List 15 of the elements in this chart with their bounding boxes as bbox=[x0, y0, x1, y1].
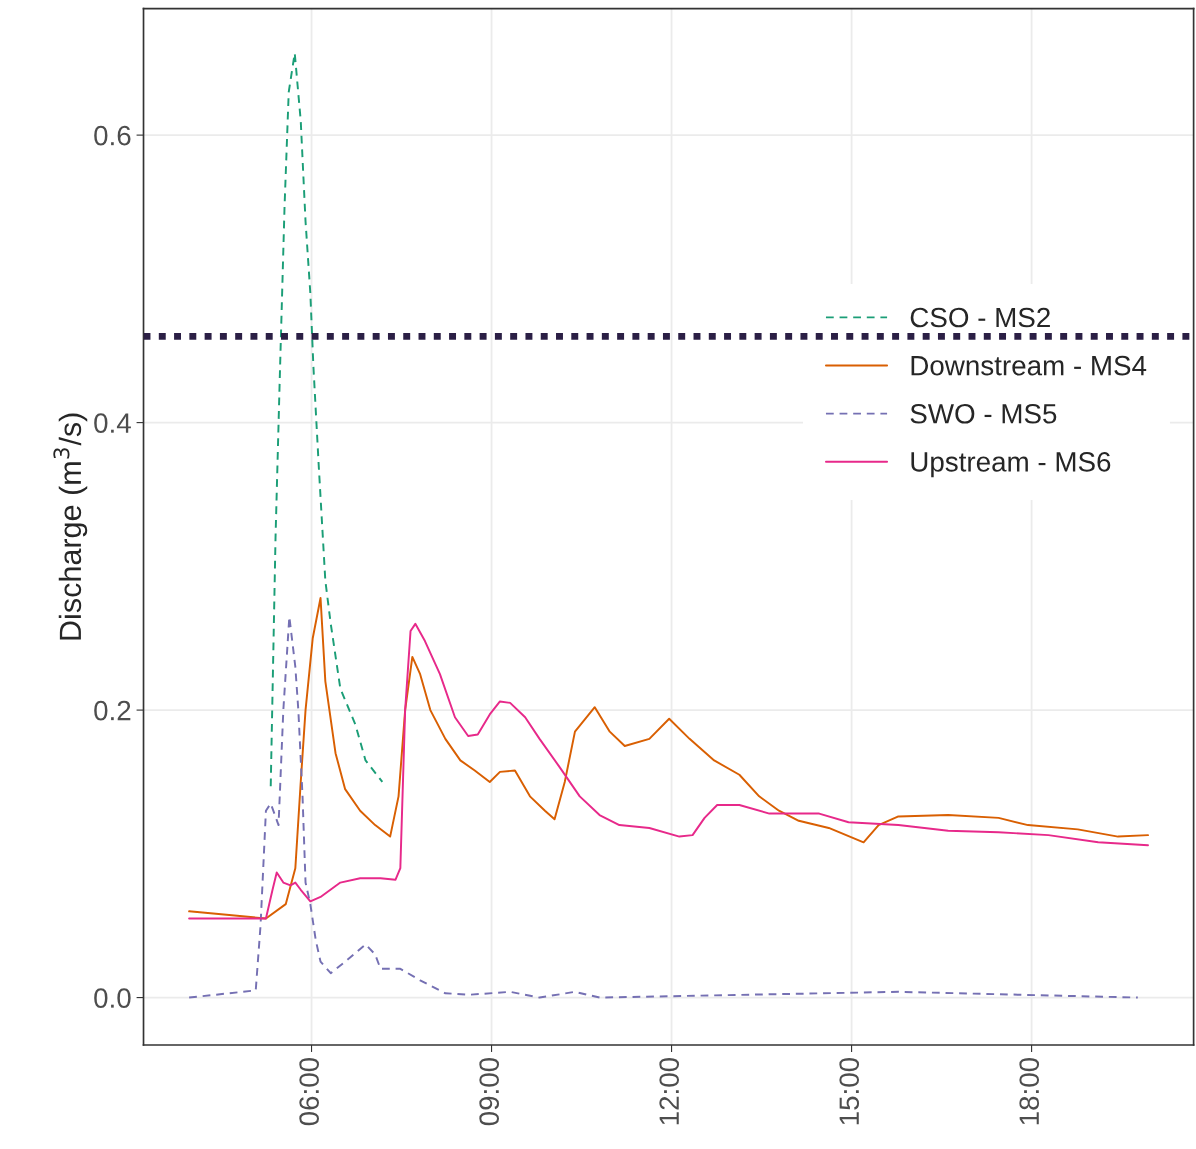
y-tick-label: 0.6 bbox=[94, 125, 131, 146]
x-tick-label: 12:00 bbox=[659, 1057, 680, 1125]
legend-label: SWO - MS5 bbox=[910, 403, 1057, 424]
legend-label: CSO - MS2 bbox=[910, 307, 1050, 328]
y-axis-title: Discharge (m$^{3}$/s) bbox=[53, 413, 88, 640]
legend-label: Upstream - MS6 bbox=[911, 452, 1111, 478]
y-tick-label: 0.0 bbox=[94, 988, 131, 1008]
x-tick-label: 15:00 bbox=[839, 1057, 860, 1125]
line-series bbox=[269, 52, 384, 788]
x-tick-label: 06:00 bbox=[299, 1057, 319, 1126]
x-tick-label: 09:00 bbox=[479, 1057, 500, 1126]
legend-label: Downstream - MS4 bbox=[911, 355, 1147, 376]
y-tick-label: 0.4 bbox=[94, 413, 131, 433]
y-tick-label: 0.2 bbox=[94, 700, 131, 721]
x-tick-label: 18:00 bbox=[1019, 1057, 1040, 1125]
